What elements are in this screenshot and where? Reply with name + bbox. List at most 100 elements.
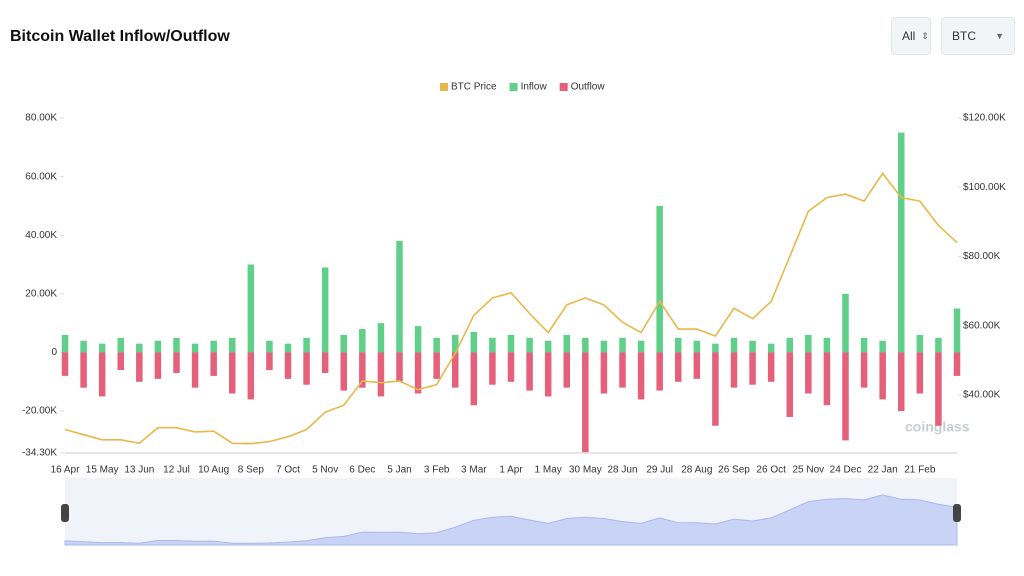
- x-tick-label: 13 Jun: [124, 465, 154, 476]
- bar: [879, 340, 886, 353]
- bar: [879, 352, 886, 400]
- bar: [842, 352, 849, 441]
- bar: [656, 352, 663, 391]
- legend-label: Inflow: [521, 82, 548, 93]
- bar: [582, 337, 589, 353]
- bar: [80, 352, 87, 388]
- x-tick-label: 15 May: [86, 465, 119, 476]
- bar: [340, 334, 348, 353]
- bar: [637, 340, 645, 353]
- bar: [712, 352, 719, 426]
- bar: [396, 241, 403, 353]
- x-tick-label: 29 Jul: [646, 465, 673, 476]
- legend-swatch: [509, 83, 518, 91]
- x-tick-label: 30 May: [569, 465, 602, 476]
- bar: [693, 352, 701, 379]
- bar: [749, 352, 756, 385]
- x-tick-label: 16 Apr: [51, 465, 81, 476]
- bar: [228, 352, 236, 394]
- x-tick-label: 3 Feb: [424, 465, 450, 476]
- bar: [98, 343, 106, 353]
- x-tick-label: 6 Dec: [349, 465, 375, 476]
- bar: [786, 352, 794, 417]
- bar: [266, 352, 273, 371]
- y-tick-label: 0: [51, 347, 57, 358]
- legend-swatch: [440, 83, 448, 91]
- bar: [228, 337, 236, 353]
- bar: [619, 352, 626, 388]
- coin-label: BTC: [952, 29, 976, 43]
- x-tick-label: 22 Jan: [868, 465, 898, 476]
- x-tick-label: 28 Aug: [681, 465, 712, 476]
- bar: [730, 352, 738, 388]
- bar: [544, 340, 552, 353]
- legend-swatch: [559, 83, 568, 91]
- bar: [266, 340, 273, 353]
- x-tick-label: 21 Feb: [904, 465, 936, 476]
- y-tick-label: 80.00K: [25, 113, 57, 124]
- navigator-area: [64, 494, 958, 546]
- bar: [98, 352, 106, 397]
- bar: [117, 337, 125, 353]
- bar: [712, 343, 719, 353]
- y2-tick-label: $120.00K: [963, 113, 1006, 124]
- y2-tick-label: $100.00K: [963, 182, 1006, 193]
- icon: ⇕: [921, 30, 929, 41]
- bar: [674, 337, 682, 353]
- bar: [173, 337, 180, 353]
- bar: [767, 352, 775, 382]
- bar: [674, 352, 682, 382]
- bar: [600, 352, 608, 394]
- bar: [823, 352, 831, 406]
- bar: [860, 352, 868, 388]
- bar: [860, 337, 868, 353]
- y-tick-label: 40.00K: [25, 230, 57, 241]
- bar: [247, 264, 255, 353]
- bar: [284, 352, 292, 379]
- bar: [897, 352, 905, 412]
- x-tick-label: 26 Oct: [756, 465, 786, 476]
- bar: [953, 352, 961, 376]
- chart-title: Bitcoin Wallet Inflow/Outflow: [10, 28, 230, 45]
- bar: [377, 323, 385, 353]
- bar: [61, 334, 69, 353]
- range-select[interactable]: All ⇕: [891, 17, 931, 55]
- bar: [563, 334, 571, 353]
- y2-tick-label: $40.00K: [963, 390, 1001, 401]
- bar: [321, 352, 329, 373]
- x-tick-label: 5 Nov: [312, 465, 338, 476]
- bar: [321, 267, 329, 353]
- x-tick-label: 24 Dec: [830, 465, 862, 476]
- bar: [154, 352, 162, 379]
- bar: [656, 205, 663, 353]
- coin-select[interactable]: BTC ▼: [941, 17, 1015, 55]
- watermark: coinglass: [905, 419, 970, 435]
- bar: [247, 352, 255, 400]
- bar: [767, 343, 775, 353]
- legend-label: BTC Price: [451, 82, 497, 93]
- bar: [897, 132, 905, 353]
- bar: [582, 352, 589, 453]
- bar: [359, 329, 366, 353]
- bar: [489, 337, 496, 353]
- bar: [433, 352, 440, 379]
- x-tick-label: 5 Jan: [387, 465, 411, 476]
- range-label: All: [902, 29, 916, 43]
- bar: [823, 337, 831, 353]
- bar: [730, 337, 738, 353]
- bar: [210, 340, 217, 353]
- bar: [191, 343, 199, 353]
- bar: [117, 352, 125, 371]
- bar: [563, 352, 571, 388]
- bar: [396, 352, 403, 382]
- y-tick-label: 60.00K: [25, 171, 57, 182]
- bar: [377, 352, 385, 397]
- icon: ▼: [995, 31, 1004, 41]
- bar: [414, 352, 422, 394]
- bar: [916, 334, 924, 353]
- bar: [451, 352, 459, 388]
- bar: [935, 337, 942, 353]
- bar: [693, 340, 701, 353]
